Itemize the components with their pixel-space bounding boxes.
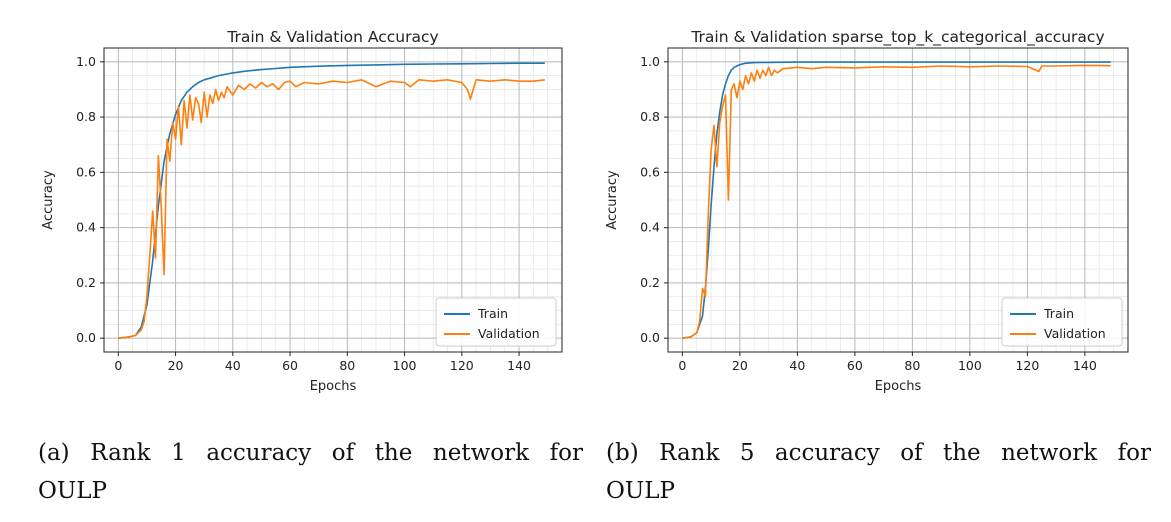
y-tick-label: 0.2	[76, 275, 96, 290]
series-line-train	[118, 62, 545, 339]
x-axis-label: Epochs	[310, 379, 357, 394]
x-tick-label: 40	[225, 358, 241, 373]
x-tick-label: 140	[507, 358, 531, 373]
chart-a: 0 20 40 60 80 100 120 140 0.0 0.2 0.4 0.6 0.8 1.0 Trai…	[41, 28, 563, 394]
caption-a: (a) Rank 1 accuracy of the network for O…	[38, 440, 583, 504]
y-tick-label: 0.2	[640, 275, 660, 290]
y-tick-label: 0.4	[76, 220, 96, 235]
chart-title: Train & Validation sparse_top_k_categori…	[690, 28, 1104, 47]
x-tick-label: 100	[393, 358, 417, 373]
chart-b: 0 20 40 60 80 100 120 140 0.0 0.2 0.4 0.6 0.8 1.0 Trai…	[605, 28, 1129, 394]
x-tick-label: 80	[904, 358, 920, 373]
plot-frame	[103, 47, 563, 353]
y-tick-label: 0.6	[640, 164, 660, 179]
y-tick-label: 0.0	[76, 330, 96, 345]
x-tick-label: 20	[168, 358, 184, 373]
x-tick-label: 140	[1073, 358, 1097, 373]
y-tick-label: 0.8	[640, 109, 660, 124]
x-tick-label: 120	[1015, 358, 1039, 373]
x-tick-label: 0	[114, 358, 122, 373]
x-tick-label: 60	[282, 358, 298, 373]
series-line-validation	[682, 64, 1111, 339]
y-tick-label: 0.0	[640, 330, 660, 345]
y-tick-label: 0.6	[76, 164, 96, 179]
x-tick-label: 0	[678, 358, 686, 373]
chart-panel-a: 0 20 40 60 80 100 120 140 0.0 0.2 0.4 0.6 0.8 1.0 Trai…	[0, 0, 585, 410]
y-axis-label: Accuracy	[41, 170, 56, 230]
y-tick-label: 0.4	[640, 220, 660, 235]
y-tick-label: 0.8	[76, 109, 96, 124]
x-tick-label: 120	[450, 358, 474, 373]
y-tick-label: 1.0	[640, 54, 660, 69]
legend-label: Validation	[1044, 326, 1106, 341]
chart-panel-b: 0 20 40 60 80 100 120 140 0.0 0.2 0.4 0.6 0.8 1.0 Trai…	[586, 0, 1171, 410]
chart-title: Train & Validation Accuracy	[226, 28, 438, 46]
legend-label: Train	[477, 306, 508, 321]
plot-frame	[667, 47, 1129, 353]
y-axis-label: Accuracy	[605, 170, 620, 230]
series-line-validation	[118, 79, 545, 339]
x-tick-label: 80	[339, 358, 355, 373]
legend-label: Train	[1043, 306, 1074, 321]
caption-b: (b) Rank 5 accuracy of the network for O…	[606, 440, 1151, 504]
legend-label: Validation	[478, 326, 540, 341]
x-axis-label: Epochs	[875, 379, 922, 394]
x-tick-label: 40	[789, 358, 805, 373]
y-tick-label: 1.0	[76, 54, 96, 69]
x-tick-label: 60	[847, 358, 863, 373]
x-tick-label: 100	[958, 358, 982, 373]
minor-grid	[668, 48, 1128, 352]
x-tick-label: 20	[732, 358, 748, 373]
